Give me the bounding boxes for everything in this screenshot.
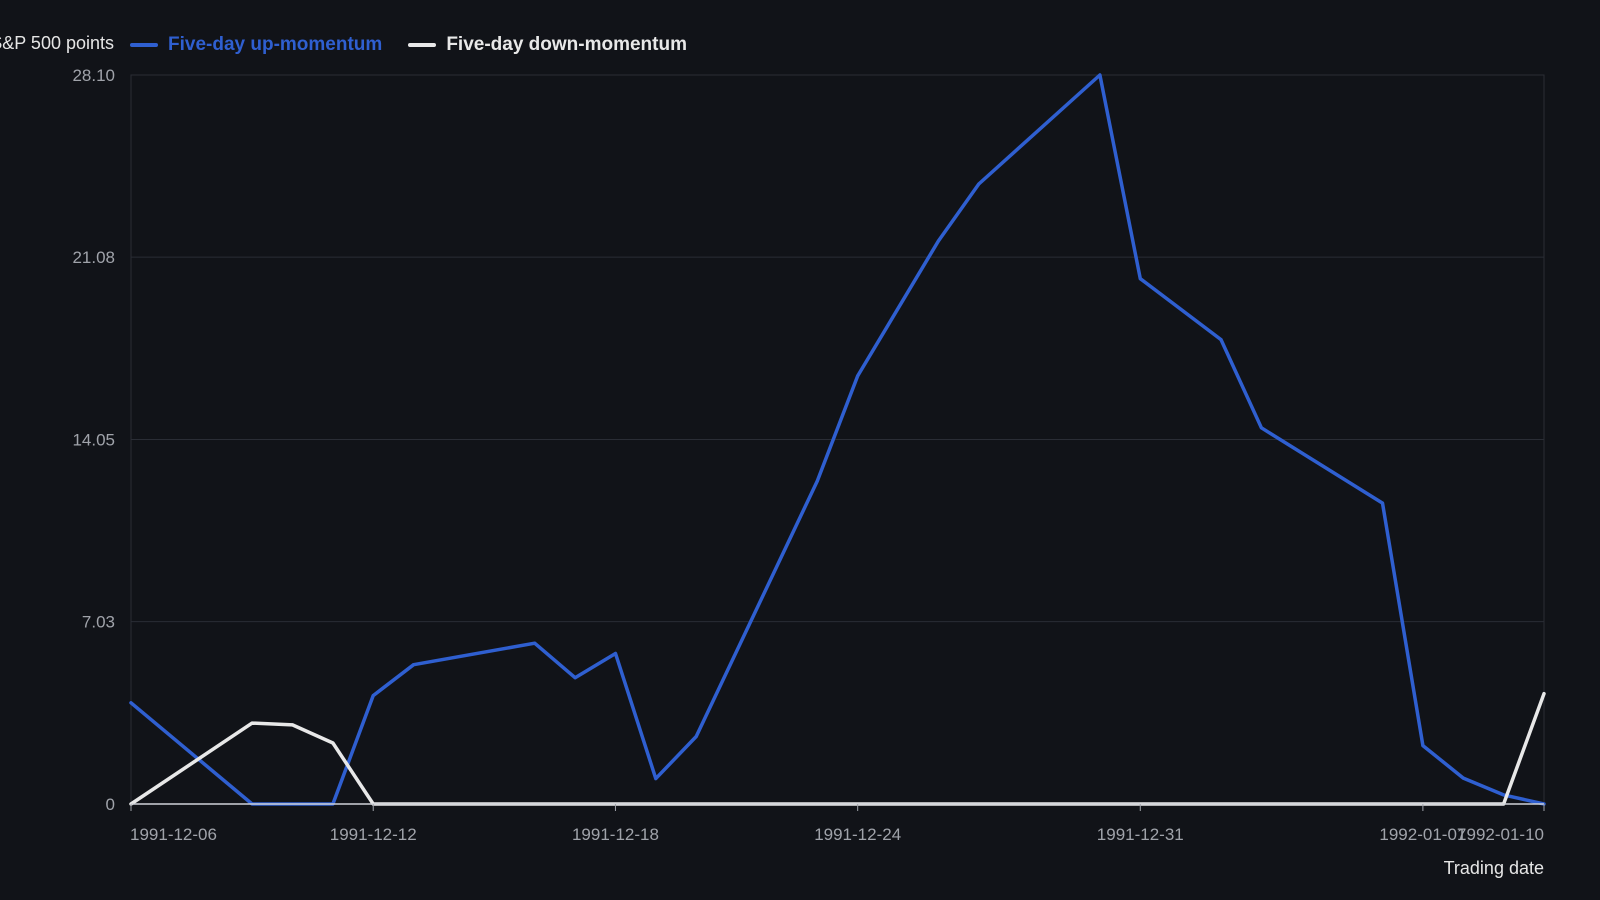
data-point	[573, 676, 577, 680]
y-tick-label: 14.05	[72, 431, 115, 450]
data-point	[694, 735, 698, 739]
x-tick-label: 1992-01-10	[1457, 825, 1544, 844]
data-point	[1542, 692, 1546, 696]
y-tick-label: 7.03	[82, 613, 115, 632]
legend-item-1: Five-day down-momentum	[408, 34, 687, 56]
data-point	[1461, 776, 1465, 780]
series-line-1	[129, 691, 1546, 806]
x-tick-label: 1992-01-07	[1379, 825, 1466, 844]
y-tick-label: 0	[106, 795, 115, 814]
x-tick-label: 1991-12-18	[572, 825, 659, 844]
x-axis-title: Trading date	[1444, 858, 1544, 878]
data-point	[371, 694, 375, 698]
data-point	[1138, 277, 1142, 281]
data-point	[250, 721, 254, 725]
series-line-0	[129, 73, 1546, 806]
data-point	[1381, 501, 1385, 505]
x-tick-label: 1991-12-31	[1097, 825, 1184, 844]
y-tick-label: 28.10	[72, 66, 115, 85]
legend-item-0: Five-day up-momentum	[130, 34, 382, 56]
data-point	[1098, 73, 1102, 77]
data-point	[936, 239, 940, 243]
data-point	[412, 663, 416, 667]
legend-label: Five-day up-momentum	[168, 34, 383, 55]
data-point	[129, 701, 133, 705]
y-tick-label: 21.08	[72, 248, 115, 267]
x-tick-label: 1991-12-24	[814, 825, 901, 844]
legend-swatch	[408, 43, 437, 47]
data-point	[331, 741, 335, 745]
legend-swatch	[130, 43, 158, 47]
data-point	[856, 374, 860, 378]
data-point	[613, 652, 617, 656]
data-point	[1259, 426, 1263, 430]
data-point	[1421, 744, 1425, 748]
x-tick-label: 1991-12-06	[130, 825, 217, 844]
data-point	[815, 479, 819, 483]
data-point	[290, 723, 294, 727]
data-point	[977, 182, 981, 186]
data-point	[654, 777, 658, 781]
data-point	[1502, 793, 1506, 797]
chart-legend: Five-day up-momentum Five-day down-moment…	[130, 34, 687, 56]
data-point	[1219, 338, 1223, 342]
x-tick-label: 1991-12-12	[330, 825, 417, 844]
y-axis-label: S&P 500 points	[0, 33, 114, 53]
legend-label: Five-day down-momentum	[446, 34, 687, 55]
data-point	[533, 641, 537, 645]
